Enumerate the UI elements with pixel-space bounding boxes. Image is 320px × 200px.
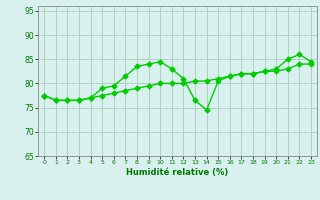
X-axis label: Humidité relative (%): Humidité relative (%) [126,168,229,177]
